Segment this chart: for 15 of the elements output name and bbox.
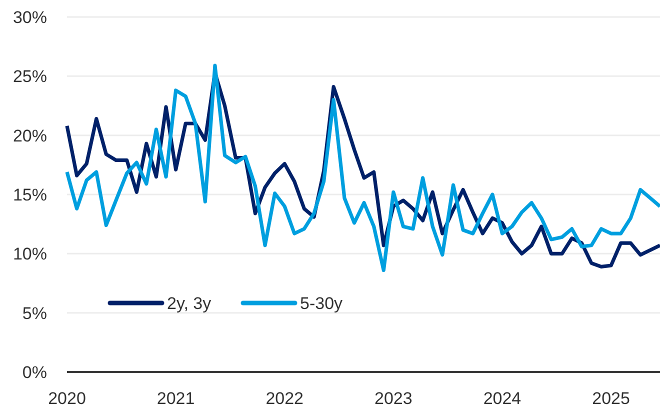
x-tick-label: 2025: [592, 389, 630, 408]
x-tick-label: 2022: [266, 389, 304, 408]
y-tick-label: 5%: [22, 304, 47, 323]
legend-label: 2y, 3y: [167, 294, 212, 313]
y-tick-label: 25%: [12, 67, 47, 86]
x-tick-label: 2024: [483, 389, 522, 408]
y-tick-label: 30%: [12, 8, 47, 27]
x-tick-label: 2023: [374, 389, 412, 408]
y-tick-label: 20%: [12, 126, 47, 146]
legend-label: 5-30y: [300, 294, 344, 313]
x-tick-label: 2020: [48, 389, 86, 408]
y-tick-label: 10%: [12, 244, 47, 264]
y-tick-label: 0%: [22, 362, 47, 382]
x-tick-label: 2021: [156, 389, 195, 408]
y-tick-label: 15%: [12, 185, 47, 204]
